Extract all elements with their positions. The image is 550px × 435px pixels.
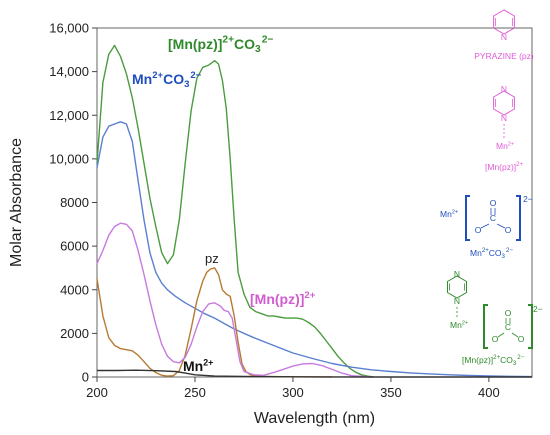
mnpzco3-o-top-atom: O bbox=[505, 308, 512, 318]
mnpz-label: [Mn(pz)]2+ bbox=[485, 161, 524, 172]
annotation-mnco3-sub: 3 bbox=[184, 79, 189, 90]
mnpzco3-label-tail: CO bbox=[500, 355, 513, 365]
annotation-mnpzco3-sup2: 2− bbox=[262, 35, 274, 46]
annotation-mnpzco3-sup: 2+ bbox=[222, 35, 234, 46]
mnpzco3-label-sub: 3 bbox=[513, 360, 517, 367]
mnpzco3-label: [Mn(pz)]2+CO32− bbox=[462, 354, 525, 367]
annotation-mnco3-sup2: 2− bbox=[190, 70, 201, 81]
x-axis-label: Wavelength (nm) bbox=[254, 410, 375, 427]
series-line-pz bbox=[96, 267, 333, 378]
x-tick-label: 200 bbox=[86, 385, 108, 400]
mnpzco3-bracket-left bbox=[483, 304, 488, 349]
annotation-mnco3-tail: CO bbox=[163, 71, 184, 87]
mnco3-label-sup: 2+ bbox=[482, 247, 489, 254]
annotation-mn-main: Mn bbox=[183, 358, 203, 374]
mnco3-label-tail: CO bbox=[489, 248, 502, 258]
mnco3-single-bond bbox=[496, 223, 506, 229]
mnpzco3-mn-ion: Mn2+ bbox=[450, 320, 468, 330]
pyrazine-ring bbox=[493, 9, 515, 35]
mnpzco3-mn-ion-sup: 2+ bbox=[462, 321, 468, 327]
mnpzco3-single-bond bbox=[511, 332, 519, 338]
mnco3-single-bond bbox=[480, 223, 490, 229]
mnpzco3-o-right-atom: O bbox=[518, 334, 525, 344]
mnpzco3-label-main: [Mn(pz)] bbox=[462, 355, 493, 365]
annotation-mnpz-main: [Mn(pz)] bbox=[250, 291, 304, 307]
annotation-mnpzco3: [Mn(pz)]2+CO32− bbox=[168, 35, 273, 55]
annotation-mn-sup: 2+ bbox=[203, 358, 213, 368]
y-tick-label: 2000 bbox=[60, 326, 89, 341]
mnco3-label: Mn2+CO32− bbox=[470, 247, 513, 260]
mnpz-mn-ion: Mn2+ bbox=[496, 141, 514, 151]
mnpz-n-bottom-atom: N bbox=[501, 113, 507, 123]
x-tick-label: 350 bbox=[380, 385, 402, 400]
mnco3-mn-ion: Mn2+ bbox=[440, 209, 458, 219]
annotation-mnpz-sup: 2+ bbox=[304, 290, 315, 301]
annotation-mnpzco3-main: [Mn(pz)] bbox=[168, 36, 222, 52]
mnpzco3-n-top-atom: N bbox=[454, 269, 460, 279]
annotation-mnco3-main: Mn bbox=[132, 71, 152, 87]
annotation-mnpzco3-sub: 3 bbox=[255, 44, 261, 55]
mnpz-ring bbox=[493, 90, 515, 116]
mnpzco3-mn-ion-main: Mn bbox=[450, 320, 462, 330]
series-line-mnco3 bbox=[96, 121, 533, 378]
mnpzco3-bracket-right bbox=[528, 304, 533, 349]
mnco3-label-sub: 3 bbox=[502, 253, 506, 260]
y-tick-label: 10,000 bbox=[49, 151, 89, 166]
mnpz-mn-ion-main: Mn bbox=[496, 141, 508, 151]
mnpzco3-n-bottom-atom: N bbox=[454, 296, 460, 306]
x-tick-label: 250 bbox=[184, 385, 206, 400]
annotation-mnpzco3-tail: CO bbox=[234, 36, 255, 52]
y-tick-label: 14,000 bbox=[49, 64, 89, 79]
mnpzco3-ring bbox=[446, 275, 468, 299]
y-axis-label: Molar Absorbance bbox=[8, 138, 25, 267]
mnpz-label-main: [Mn(pz)] bbox=[485, 162, 516, 172]
mnco3-bracket-left bbox=[465, 195, 470, 241]
annotation-pz: pz bbox=[205, 251, 219, 266]
x-tick-label: 300 bbox=[282, 385, 304, 400]
series-line-mn bbox=[97, 369, 532, 378]
pyrazine-n-atom: N bbox=[501, 32, 507, 42]
series-line-mnpz bbox=[96, 222, 372, 378]
y-tick-label: 6000 bbox=[60, 239, 89, 254]
y-tick-label: 8000 bbox=[60, 195, 89, 210]
mnpzco3-label-sup2: 2− bbox=[517, 354, 524, 361]
mnco3-label-main: Mn bbox=[470, 248, 482, 258]
mnpzco3-c-atom: C bbox=[505, 322, 511, 332]
mnco3-mn-ion-sup: 2+ bbox=[452, 210, 458, 216]
pyrazine-name: PYRAZINE (pz) bbox=[474, 51, 534, 61]
mnpzco3-single-bond bbox=[497, 332, 505, 338]
mnpz-mn-ion-sup: 2+ bbox=[508, 142, 514, 148]
mnco3-o-top-atom: O bbox=[490, 198, 497, 208]
annotation-mnco3: Mn2+CO32− bbox=[132, 70, 202, 90]
mnco3-label-sup2: 2− bbox=[506, 247, 513, 254]
mnco3-o-left-atom: O bbox=[475, 225, 482, 235]
annotation-layer: [Mn(pz)]2+CO32−Mn2+CO32−pz[Mn(pz)]2+Mn2+ bbox=[132, 35, 316, 374]
series-layer bbox=[96, 44, 533, 378]
mnpzco3-label-sup: 2+ bbox=[493, 354, 500, 361]
y-tick-label: 4000 bbox=[60, 282, 89, 297]
annotation-mnpz: [Mn(pz)]2+ bbox=[250, 290, 316, 307]
mnpz-label-sup: 2+ bbox=[516, 161, 523, 168]
mnco3-o-right-atom: O bbox=[505, 225, 512, 235]
annotation-mnco3-sup: 2+ bbox=[152, 70, 163, 81]
axes: 200 250 300 350 4000200040006000800010,00012… bbox=[8, 21, 533, 427]
x-tick-label: 400 bbox=[478, 385, 500, 400]
mnpzco3-o-left-atom: O bbox=[492, 334, 499, 344]
y-tick-label: 0 bbox=[82, 370, 89, 385]
mnco3-c-atom: C bbox=[490, 213, 496, 223]
mnpzco3-bracket-charge: 2− bbox=[533, 304, 543, 314]
annotation-pz-main: pz bbox=[205, 251, 219, 266]
series-line-mnpzco3 bbox=[96, 44, 374, 378]
mnco3-bracket-charge: 2− bbox=[523, 194, 533, 204]
annotation-mn: Mn2+ bbox=[183, 358, 213, 374]
mnco3-bracket-right bbox=[516, 195, 521, 241]
mnco3-mn-ion-main: Mn bbox=[440, 209, 452, 219]
y-tick-label: 12,000 bbox=[49, 108, 89, 123]
mnpz-n-top-atom: N bbox=[501, 84, 507, 94]
y-tick-label: 16,000 bbox=[49, 21, 89, 36]
